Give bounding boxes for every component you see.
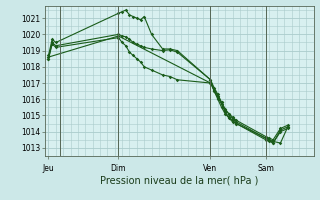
X-axis label: Pression niveau de la mer( hPa ): Pression niveau de la mer( hPa ) [100, 175, 258, 185]
